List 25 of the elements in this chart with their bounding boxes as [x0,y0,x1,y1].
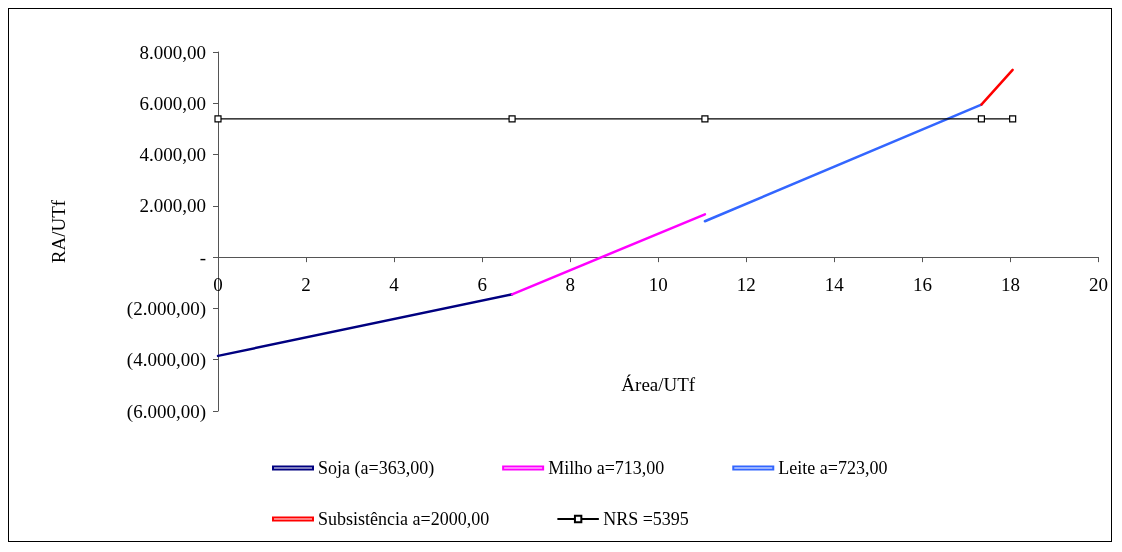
legend-label: Leite a=723,00 [778,458,888,478]
x-tick-label: 20 [1089,274,1108,296]
x-tick-label: 2 [301,274,311,296]
x-tick-label: 4 [389,274,400,296]
x-tick-label: 16 [912,274,932,296]
x-axis-title: Área/UTf [621,374,696,396]
y-tick-label: 2.000,00 [139,195,206,217]
y-tick-label: (2.000,00) [126,297,206,320]
y-axis-title: RA/UTf [48,199,69,264]
y-tick-label: (6.000,00) [126,400,206,423]
x-tick-label: 10 [648,274,668,296]
x-tick-label: 14 [824,274,845,296]
y-tick-label: 4.000,00 [139,144,206,166]
x-tick-label: 6 [477,274,487,296]
legend-label: Milho a=713,00 [548,458,665,478]
x-tick-label: 8 [565,274,575,296]
legend-label: NRS =5395 [603,509,689,529]
y-tick-label: 8.000,00 [139,41,206,63]
x-tick-label: 18 [1000,274,1020,296]
legend-label: Soja (a=363,00) [318,458,435,479]
legend-label: Subsistência a=2000,00 [318,509,490,529]
y-tick-label: - [199,246,206,268]
y-tick-label: (4.000,00) [126,349,206,372]
y-tick-label: 6.000,00 [139,92,206,114]
x-tick-label: 12 [736,274,756,296]
